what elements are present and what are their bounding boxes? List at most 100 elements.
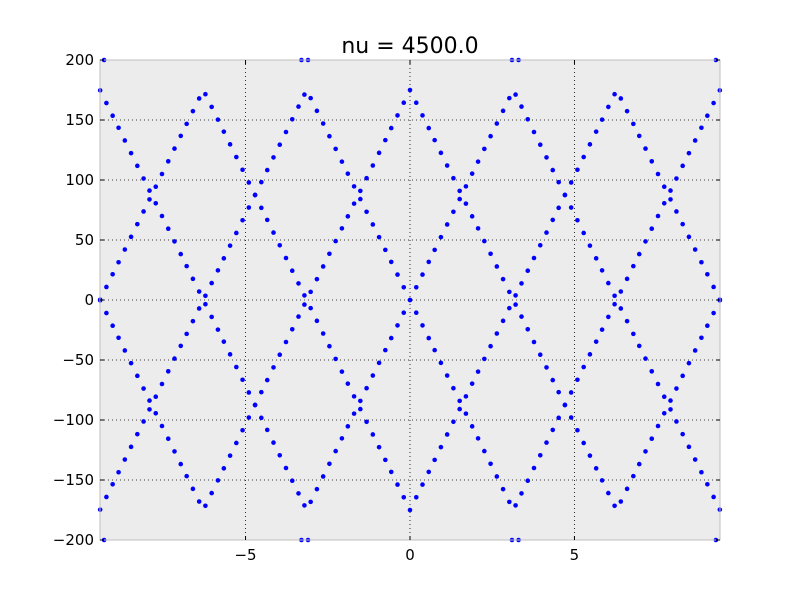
data-point	[593, 256, 599, 261]
data-point	[221, 466, 227, 471]
data-point	[159, 213, 165, 219]
data-point	[407, 507, 413, 513]
data-point	[674, 386, 679, 391]
data-point	[556, 389, 561, 395]
data-point	[631, 331, 636, 337]
y-tick-label: 100	[65, 171, 94, 189]
data-point	[184, 473, 189, 479]
data-point	[209, 104, 214, 110]
data-point	[259, 389, 264, 395]
data-point	[507, 289, 512, 295]
data-point	[259, 415, 264, 421]
data-point	[227, 142, 233, 147]
data-point	[314, 318, 320, 324]
data-point	[246, 205, 252, 210]
data-point	[705, 481, 710, 487]
data-point	[190, 486, 196, 492]
data-point	[246, 180, 252, 185]
data-point	[289, 268, 295, 273]
data-point	[159, 171, 165, 177]
data-point	[531, 465, 537, 471]
data-point	[289, 117, 295, 122]
data-point	[624, 276, 630, 282]
data-point	[500, 108, 506, 114]
data-point	[184, 331, 189, 337]
data-point	[234, 364, 239, 370]
data-point	[575, 427, 580, 433]
data-point	[364, 209, 369, 215]
data-point	[444, 222, 450, 227]
data-point	[636, 133, 642, 139]
data-point	[494, 331, 500, 336]
data-point	[482, 146, 487, 152]
data-point	[475, 226, 481, 231]
data-point	[240, 427, 245, 433]
data-point	[631, 121, 636, 127]
data-point	[153, 410, 159, 416]
data-point	[599, 268, 605, 273]
data-point	[128, 150, 134, 156]
y-tick-label: 200	[65, 51, 94, 69]
data-point	[674, 176, 679, 181]
data-point	[358, 188, 363, 194]
data-point	[655, 171, 661, 177]
data-point	[104, 284, 109, 290]
data-point	[240, 217, 245, 223]
data-point	[475, 436, 481, 441]
data-point	[469, 424, 475, 429]
data-point	[692, 247, 698, 252]
data-point	[165, 436, 171, 441]
data-point	[110, 271, 115, 277]
data-point	[110, 113, 115, 119]
data-point	[407, 87, 413, 93]
data-point	[271, 230, 276, 235]
data-point	[196, 289, 202, 294]
data-point	[122, 457, 128, 462]
data-point	[141, 209, 146, 214]
y-tick-label: 150	[65, 111, 94, 129]
data-point	[699, 335, 704, 341]
data-point	[240, 377, 245, 383]
data-point	[507, 95, 512, 101]
data-point	[680, 163, 685, 169]
data-point	[358, 398, 363, 404]
data-point	[587, 142, 593, 147]
data-point	[692, 457, 698, 462]
data-point	[116, 259, 121, 265]
data-point	[525, 117, 531, 122]
data-point	[438, 360, 444, 366]
x-tick-label: −5	[234, 546, 256, 564]
data-point	[556, 179, 561, 185]
data-point	[135, 163, 140, 169]
data-point	[636, 461, 642, 467]
data-point	[457, 406, 462, 412]
data-point	[141, 176, 146, 181]
data-point	[383, 457, 388, 463]
data-point	[401, 100, 407, 106]
data-point	[277, 142, 283, 148]
data-point	[388, 125, 394, 131]
data-point	[463, 394, 469, 399]
data-point	[432, 137, 437, 143]
data-point	[327, 461, 332, 467]
data-point	[463, 411, 469, 416]
data-point	[370, 222, 376, 227]
data-point	[190, 276, 196, 282]
data-point	[599, 327, 605, 332]
data-point	[147, 398, 152, 403]
data-point	[302, 503, 307, 508]
data-point	[550, 427, 556, 433]
y-tick-label: −50	[62, 351, 94, 369]
data-point	[339, 226, 345, 231]
data-point	[320, 474, 326, 479]
data-point	[308, 499, 313, 505]
data-point	[507, 499, 512, 505]
data-point	[264, 167, 270, 173]
data-point	[711, 100, 716, 106]
data-point	[451, 419, 456, 425]
y-tick-label: −100	[53, 411, 94, 429]
data-point	[507, 305, 512, 311]
data-point	[463, 184, 469, 189]
data-point	[345, 424, 351, 429]
data-point	[550, 217, 556, 223]
